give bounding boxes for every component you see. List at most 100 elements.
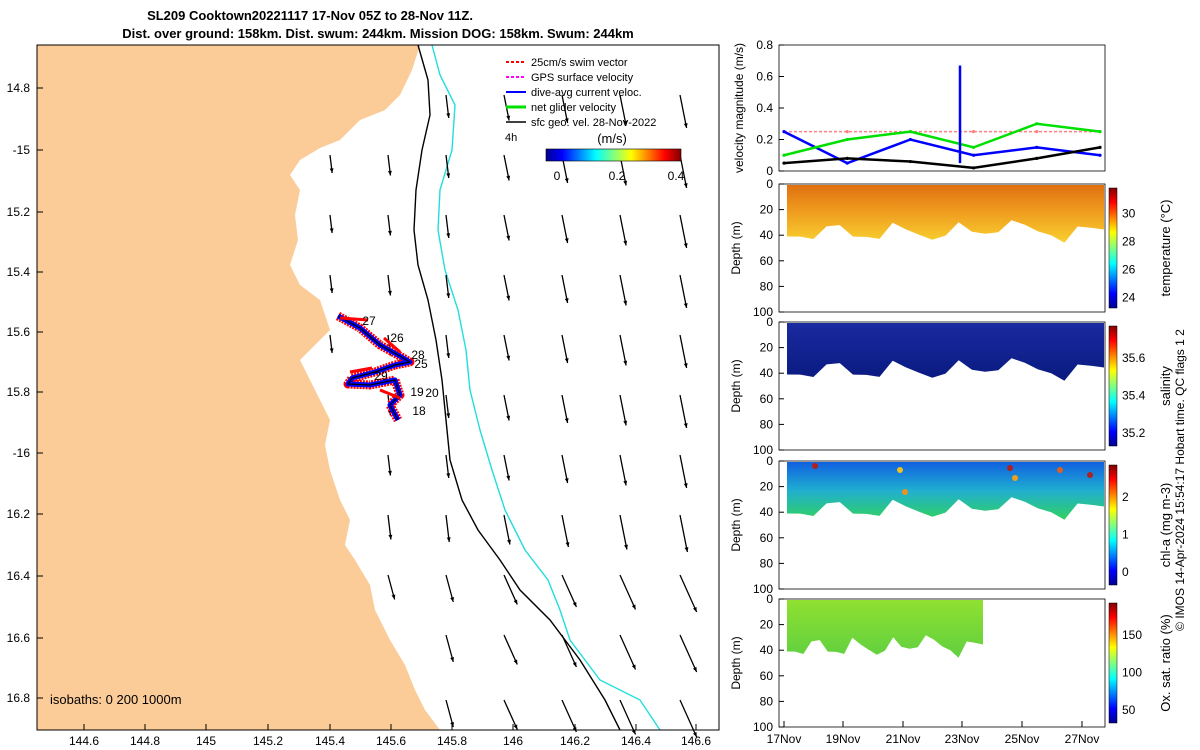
current-arrowhead — [684, 547, 689, 552]
current-arrow — [561, 454, 569, 484]
depth-tick-label: 80 — [760, 417, 774, 431]
depth-axis-label: Depth (m) — [729, 221, 743, 274]
depth-tick-label: 100 — [753, 305, 773, 319]
current-arrowhead — [564, 298, 569, 303]
section-colorbar — [1108, 464, 1118, 586]
current-arrow — [679, 634, 698, 673]
current-arrow — [679, 394, 688, 429]
current-arrowhead — [623, 240, 628, 246]
current-arrowhead — [692, 732, 697, 737]
map-latitude-ticks: 14.8 -15 15.2 15.4 15.6 15.8 -16 16.2 16.4 16.6 16… — [7, 81, 43, 705]
isobaths-label: isobaths: 0 200 1000m — [50, 692, 182, 707]
day-label: 18 — [412, 404, 426, 418]
velocity-ylabel: velocity magnitude (m/s) — [732, 43, 746, 173]
section-data-fill — [787, 185, 1104, 243]
current-arrowhead — [564, 238, 569, 243]
chla-hotspot — [1057, 467, 1063, 473]
velocity-point — [845, 161, 849, 165]
map-frame — [36, 44, 720, 731]
day-label: 27 — [362, 314, 376, 328]
current-arrowhead — [446, 173, 451, 178]
velocity-point — [908, 159, 913, 164]
depth-tick-label: 100 — [753, 443, 773, 457]
glider-track — [335, 312, 415, 423]
current-arrowhead — [506, 295, 511, 301]
velocity-axes — [778, 44, 1106, 172]
title-line-1: SL209 Cooktown20221117 17-Nov 05Z to 28-… — [147, 8, 473, 23]
current-arrow — [561, 634, 577, 668]
depth-tick-label: 20 — [760, 203, 774, 217]
current-arrow — [679, 334, 688, 369]
current-arrow — [561, 394, 569, 424]
colorbar-tick-label: 35.4 — [1122, 388, 1146, 402]
colorbar-label: Ox. sat. ratio (%) — [1158, 614, 1173, 712]
current-arrowhead — [564, 358, 569, 363]
depth-axis-label: Depth (m) — [729, 359, 743, 412]
current-arrowhead — [387, 170, 392, 176]
colorbar-tick-label: 35.2 — [1122, 426, 1146, 440]
colorbar-tick-label: 24 — [1122, 291, 1136, 305]
colorbar-tick-label: 2 — [1122, 490, 1129, 504]
lon-tick-label: 145.2 — [253, 734, 283, 748]
velocity-point — [1098, 153, 1102, 157]
colorbar-tick-label: 26 — [1122, 263, 1136, 277]
legend-gps-label: GPS surface velocity — [531, 72, 634, 84]
legend-dive-label: dive-avg current veloc. — [531, 87, 642, 99]
current-arrow — [679, 699, 698, 738]
depth-tick-label: 100 — [753, 720, 773, 734]
depth-tick-label: 40 — [760, 505, 774, 519]
current-arrow — [561, 574, 577, 608]
chla-hotspot — [897, 467, 903, 473]
depth-axis-label: Depth (m) — [729, 636, 743, 689]
lat-tick-label: 15.8 — [7, 385, 31, 399]
velocity-series — [782, 65, 1102, 170]
current-arrow — [619, 514, 628, 550]
time-tick-label: 23Nov — [945, 732, 980, 746]
section-data-fill — [787, 462, 1104, 520]
current-arrowhead — [329, 288, 334, 293]
map-land — [37, 45, 440, 730]
lat-tick-label: 16.4 — [7, 569, 31, 583]
day-label: 19 — [410, 385, 424, 399]
section-data-fill — [787, 323, 1104, 381]
current-arrowhead — [450, 597, 454, 602]
current-arrowhead — [329, 228, 334, 233]
isobath-200 — [413, 45, 621, 730]
depth-tick-label: 40 — [760, 228, 774, 242]
velocity-tick-label: 0.2 — [756, 133, 773, 147]
current-arrowhead — [692, 667, 697, 672]
lon-tick-label: 145.6 — [376, 734, 406, 748]
time-axis-ticks: 17Nov 19Nov 21Nov 23Nov 25Nov 27Nov — [767, 721, 1100, 746]
lat-tick-label: 16.6 — [7, 631, 31, 645]
depth-tick-label: 80 — [760, 694, 774, 708]
time-tick-label: 27Nov — [1065, 732, 1100, 746]
current-arrowhead — [446, 413, 451, 418]
day-label: 20 — [425, 386, 439, 400]
velocity-point — [972, 130, 976, 134]
lat-tick-label: 15.2 — [7, 205, 31, 219]
current-arrowhead — [329, 348, 334, 353]
current-arrow — [619, 454, 627, 486]
velocity-tick-label: 0.8 — [756, 38, 773, 52]
current-arrow — [679, 454, 688, 489]
velocity-point — [782, 161, 786, 165]
colorbar-tick-label: 0 — [1122, 565, 1129, 579]
velocity-series-line — [783, 130, 1101, 165]
depth-axis-label: Depth (m) — [729, 498, 743, 551]
current-arrowhead — [623, 420, 628, 426]
day-label: 25 — [414, 357, 428, 371]
current-arrowhead — [513, 724, 518, 730]
time-tick-label: 17Nov — [767, 732, 802, 746]
current-arrowhead — [388, 534, 393, 540]
current-arrowhead — [683, 483, 688, 488]
current-arrow — [561, 94, 569, 124]
lon-tick-label: 144.8 — [130, 734, 160, 748]
section-colorbar — [1108, 325, 1118, 447]
map-longitude-ticks: 144.6 144.8 145 145.2 145.4 145.6 145.8 146 146.… — [69, 724, 711, 748]
current-arrowhead — [624, 544, 628, 550]
current-arrow — [503, 699, 518, 730]
current-arrowhead — [513, 599, 518, 605]
current-arrowhead — [513, 659, 518, 665]
depth-tick-label: 80 — [760, 556, 774, 570]
